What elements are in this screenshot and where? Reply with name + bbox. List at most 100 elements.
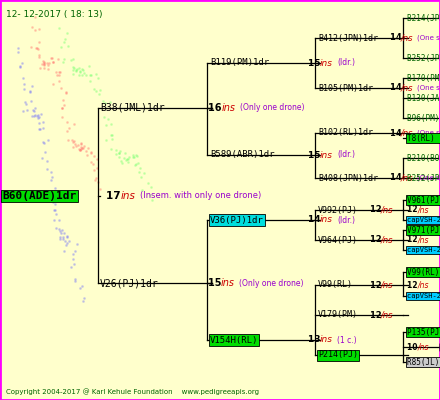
Point bbox=[149, 196, 156, 203]
Point bbox=[72, 276, 79, 282]
Point bbox=[108, 146, 115, 152]
Text: /ns: /ns bbox=[401, 34, 414, 42]
Point bbox=[36, 114, 43, 120]
Point bbox=[61, 230, 68, 236]
Point bbox=[131, 154, 138, 160]
Point bbox=[50, 191, 57, 198]
Point bbox=[56, 68, 63, 75]
Point bbox=[30, 112, 37, 119]
Point bbox=[56, 228, 63, 234]
Point bbox=[21, 80, 28, 87]
Point bbox=[107, 132, 114, 138]
Text: B589(ABR)1dr: B589(ABR)1dr bbox=[210, 150, 275, 160]
Point bbox=[29, 24, 36, 30]
Text: V99(RL): V99(RL) bbox=[318, 280, 353, 290]
Point bbox=[141, 170, 148, 176]
Text: R85(JL) .06: R85(JL) .06 bbox=[407, 358, 440, 366]
Point bbox=[80, 295, 87, 301]
Point bbox=[57, 69, 64, 75]
Point bbox=[76, 72, 83, 78]
Point bbox=[70, 71, 77, 77]
Point bbox=[73, 67, 80, 74]
Point bbox=[60, 234, 67, 240]
Text: B252(JPN) .12  G11 -NO6294R: B252(JPN) .12 G11 -NO6294R bbox=[407, 54, 440, 62]
Point bbox=[45, 137, 52, 143]
Point bbox=[19, 74, 26, 81]
Text: ins: ins bbox=[222, 103, 236, 113]
Point bbox=[64, 234, 71, 240]
Point bbox=[101, 114, 108, 120]
Point bbox=[68, 57, 75, 63]
Point bbox=[35, 46, 42, 52]
Point bbox=[95, 179, 102, 185]
Point bbox=[44, 166, 51, 172]
Point bbox=[60, 56, 67, 62]
Text: T8(RL) .09: T8(RL) .09 bbox=[407, 134, 440, 142]
Text: 12- 12-2017 ( 18: 13): 12- 12-2017 ( 18: 13) bbox=[6, 10, 103, 19]
Point bbox=[63, 90, 70, 96]
Point bbox=[129, 153, 136, 160]
Point bbox=[59, 97, 66, 103]
Point bbox=[50, 81, 57, 87]
Point bbox=[28, 98, 35, 104]
Point bbox=[101, 100, 108, 107]
Text: /ns: /ns bbox=[418, 280, 429, 290]
Point bbox=[35, 115, 42, 122]
Text: B102(RL)1dr: B102(RL)1dr bbox=[318, 128, 373, 138]
Point bbox=[65, 238, 72, 244]
Point bbox=[91, 177, 98, 183]
Point bbox=[105, 116, 112, 122]
Point bbox=[58, 230, 65, 236]
Point bbox=[16, 64, 23, 71]
Point bbox=[132, 160, 139, 167]
Point bbox=[57, 233, 64, 240]
Point bbox=[51, 207, 58, 213]
Point bbox=[26, 89, 33, 96]
Text: /ns: /ns bbox=[418, 206, 429, 214]
Text: 15: 15 bbox=[208, 278, 225, 288]
Point bbox=[48, 169, 55, 176]
Text: B210(BOP) .12  G11 -NO6294R: B210(BOP) .12 G11 -NO6294R bbox=[407, 154, 440, 162]
Point bbox=[115, 154, 122, 160]
Point bbox=[147, 183, 154, 190]
Text: 14: 14 bbox=[390, 34, 405, 42]
Point bbox=[57, 43, 64, 50]
Point bbox=[63, 30, 70, 36]
Point bbox=[28, 44, 35, 50]
Point bbox=[94, 74, 101, 81]
Point bbox=[136, 168, 143, 175]
Point bbox=[77, 146, 84, 153]
Point bbox=[106, 99, 114, 105]
Text: B105(PM)1dr: B105(PM)1dr bbox=[318, 84, 373, 92]
Point bbox=[137, 174, 144, 180]
Point bbox=[37, 125, 44, 132]
Point bbox=[41, 61, 48, 67]
Point bbox=[19, 108, 26, 114]
Point bbox=[40, 57, 47, 64]
Text: {3 sister colonies}: {3 sister colonies} bbox=[435, 342, 440, 352]
Text: V961(PJ) .12G6 -PrimGreen00: V961(PJ) .12G6 -PrimGreen00 bbox=[407, 196, 440, 204]
Point bbox=[37, 110, 44, 117]
Point bbox=[60, 58, 67, 65]
Text: 12: 12 bbox=[370, 236, 385, 244]
Point bbox=[50, 59, 57, 65]
Point bbox=[144, 180, 151, 186]
Point bbox=[125, 156, 132, 163]
Text: 12: 12 bbox=[407, 206, 420, 214]
Point bbox=[40, 124, 47, 131]
Text: 12: 12 bbox=[407, 236, 420, 244]
Point bbox=[52, 69, 59, 76]
Point bbox=[80, 70, 87, 76]
Point bbox=[115, 150, 122, 157]
Point bbox=[116, 148, 123, 154]
Point bbox=[31, 112, 38, 118]
Point bbox=[71, 65, 78, 71]
Text: capVSH-2B QII -VSH-Pool-AR: capVSH-2B QII -VSH-Pool-AR bbox=[407, 293, 440, 299]
Point bbox=[70, 256, 77, 262]
Point bbox=[86, 72, 93, 78]
Text: (One single drone): (One single drone) bbox=[417, 85, 440, 91]
Point bbox=[74, 142, 81, 149]
Point bbox=[123, 156, 130, 163]
Point bbox=[88, 72, 95, 78]
Point bbox=[78, 283, 85, 290]
